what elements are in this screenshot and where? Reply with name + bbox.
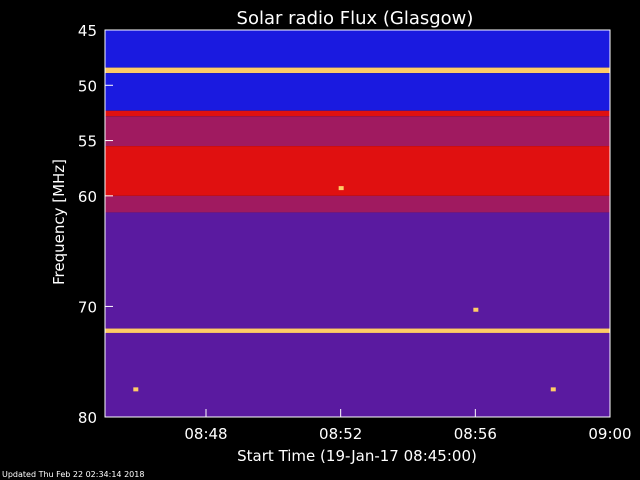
frequency-band	[105, 328, 610, 333]
frequency-band	[105, 30, 610, 68]
bright-spot	[338, 186, 344, 191]
frequency-band	[105, 110, 610, 117]
updated-footer: Updated Thu Feb 22 02:34:14 2018	[2, 470, 144, 479]
frequency-band	[105, 73, 610, 111]
bright-spots	[133, 186, 556, 392]
frequency-band	[105, 332, 610, 417]
bright-spot	[550, 387, 556, 392]
spectrogram-bands	[105, 30, 610, 417]
chart-title: Solar radio Flux (Glasgow)	[237, 8, 474, 29]
x-tick-label: 08:56	[454, 425, 497, 443]
x-tick-label: 08:52	[319, 425, 362, 443]
bright-spot	[133, 387, 139, 392]
y-axis-ticks: 45 50 55 60 70 80	[78, 22, 113, 427]
y-tick-label: 80	[78, 409, 97, 427]
y-tick-label: 50	[78, 77, 97, 95]
y-axis-label: Frequency [MHz]	[50, 159, 68, 285]
x-tick-label: 08:48	[184, 425, 227, 443]
x-axis-ticks: 08:48 08:52 08:56 09:00	[184, 409, 632, 443]
bright-spot	[473, 307, 479, 312]
frequency-band	[105, 195, 610, 213]
plot-frame	[104, 29, 611, 418]
y-tick-label: 55	[78, 133, 97, 151]
y-tick-label: 45	[78, 22, 97, 40]
frequency-band	[105, 212, 610, 329]
x-axis-label: Start Time (19-Jan-17 08:45:00)	[237, 447, 477, 465]
frequency-band	[105, 146, 610, 196]
x-tick-label: 09:00	[588, 425, 631, 443]
y-tick-label: 70	[78, 298, 97, 316]
frequency-band	[105, 116, 610, 147]
y-tick-label: 60	[78, 188, 97, 206]
frequency-band	[105, 67, 610, 74]
